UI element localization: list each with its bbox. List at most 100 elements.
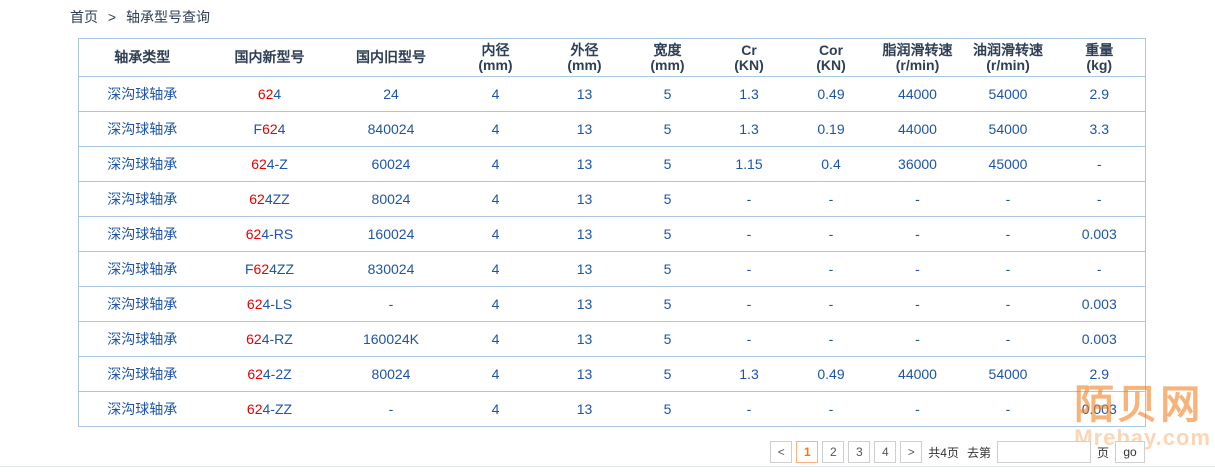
bearing-type-link[interactable]: 深沟球轴承 (107, 366, 178, 382)
bearing-model-cell[interactable]: 624-ZZ (206, 392, 334, 427)
bearing-model-link[interactable]: 624-RZ (246, 331, 293, 347)
bearing-type-cell[interactable]: 深沟球轴承 (79, 77, 206, 112)
breadcrumb-home-link[interactable]: 首页 (70, 9, 98, 25)
bearing-model-link[interactable]: 624-LS (247, 296, 292, 312)
bearing-model-cell[interactable]: 624ZZ (206, 182, 334, 217)
page-button-3[interactable]: 3 (848, 441, 871, 463)
bearing-model-cell[interactable]: 624-RZ (206, 322, 334, 357)
column-header-11: 重量 (kg) (1085, 41, 1114, 73)
cor-cell: 0.49 (817, 366, 845, 382)
column-header-6: 宽度 (mm) (650, 41, 685, 73)
bearing-type-link[interactable]: 深沟球轴承 (107, 401, 178, 417)
outer-mm-cell: 13 (576, 261, 593, 277)
model-search-highlight: 62 (247, 366, 263, 382)
cr-cell: - (746, 331, 752, 347)
page-button-1[interactable]: 1 (796, 441, 819, 463)
bearing-type-cell[interactable]: 深沟球轴承 (79, 182, 206, 217)
bearing-model-cell[interactable]: 624-Z (206, 147, 334, 182)
bearing-type-cell[interactable]: 深沟球轴承 (79, 357, 206, 392)
table-row: 深沟球轴承 624-LS - 4 13 5 - - - - 0.003 (78, 287, 1146, 322)
bearing-type-cell[interactable]: 深沟球轴承 (79, 217, 206, 252)
bearing-type-link[interactable]: 深沟球轴承 (107, 121, 178, 137)
inner-mm-cell: 4 (491, 261, 500, 277)
weight-cell: 0.003 (1081, 296, 1117, 312)
page-button-4[interactable]: 4 (874, 441, 897, 463)
bearing-type-link[interactable]: 深沟球轴承 (107, 331, 178, 347)
outer-mm-cell: 13 (576, 401, 593, 417)
bearing-model-link[interactable]: F624ZZ (245, 261, 294, 277)
cor-cell: - (828, 191, 834, 207)
oil-rpm-cell: - (1005, 226, 1011, 242)
bearing-model-link[interactable]: 624ZZ (249, 191, 289, 207)
old-model-cell: - (388, 296, 394, 312)
old-model-cell: 160024K (362, 331, 420, 347)
model-prefix: F (244, 261, 254, 277)
weight-cell: 0.003 (1081, 401, 1117, 417)
bearing-type-cell[interactable]: 深沟球轴承 (79, 322, 206, 357)
table-row: 深沟球轴承 624ZZ 80024 4 13 5 - - - - - (78, 182, 1146, 217)
prev-page-button[interactable]: < (770, 441, 793, 463)
weight-cell: - (1096, 191, 1102, 207)
bearing-type-link[interactable]: 深沟球轴承 (107, 296, 178, 312)
cor-cell: - (828, 296, 834, 312)
bearing-model-link[interactable]: 624-ZZ (247, 401, 292, 417)
model-search-highlight: 62 (245, 226, 262, 242)
model-suffix: 4-Z (266, 156, 288, 172)
bearing-type-link[interactable]: 深沟球轴承 (107, 226, 178, 242)
bearing-model-link[interactable]: F624 (254, 121, 286, 137)
inner-mm-cell: 4 (491, 121, 500, 137)
grease-rpm-cell: - (915, 331, 920, 347)
table-row: 深沟球轴承 F624ZZ 830024 4 13 5 - - - - - (78, 252, 1146, 287)
cr-cell: - (746, 401, 752, 417)
bearing-type-link[interactable]: 深沟球轴承 (107, 156, 178, 172)
bearing-type-link[interactable]: 深沟球轴承 (107, 261, 178, 277)
model-suffix: 4 (273, 86, 282, 102)
breadcrumb: 首页 > 轴承型号查询 (70, 7, 210, 27)
bearing-model-link[interactable]: 624-Z (251, 156, 288, 172)
outer-mm-cell: 13 (576, 331, 593, 347)
breadcrumb-current: 轴承型号查询 (125, 9, 210, 25)
column-header-10: 油润滑转速 (r/min) (973, 41, 1043, 73)
bearing-model-cell[interactable]: 624-RS (206, 217, 334, 252)
bearing-type-cell[interactable]: 深沟球轴承 (79, 392, 206, 427)
bearing-type-link[interactable]: 深沟球轴承 (107, 86, 178, 102)
next-page-button[interactable]: > (900, 441, 923, 463)
bearing-type-link[interactable]: 深沟球轴承 (107, 191, 178, 207)
outer-mm-cell: 13 (576, 86, 593, 102)
bearing-type-cell[interactable]: 深沟球轴承 (79, 147, 206, 182)
model-search-highlight: 62 (246, 401, 263, 417)
bearing-type-cell[interactable]: 深沟球轴承 (79, 287, 206, 322)
bearing-model-link[interactable]: 624-RS (246, 226, 293, 242)
oil-rpm-cell: 54000 (988, 121, 1028, 137)
width-mm-cell: 5 (663, 226, 672, 242)
bearing-type-cell[interactable]: 深沟球轴承 (79, 112, 206, 147)
bearing-type-cell[interactable]: 深沟球轴承 (79, 252, 206, 287)
cr-cell: 1.3 (739, 366, 759, 382)
model-search-highlight: 62 (246, 331, 262, 347)
bearing-model-link[interactable]: 624-2Z (247, 366, 291, 382)
table-row: 深沟球轴承 624-RS 160024 4 13 5 - - - - 0.003 (78, 217, 1146, 252)
bearing-model-cell[interactable]: 624-2Z (206, 357, 334, 392)
goto-page-input[interactable] (996, 441, 1091, 463)
cr-cell: - (746, 226, 752, 242)
grease-rpm-cell: - (915, 191, 920, 207)
inner-mm-cell: 4 (491, 86, 500, 102)
bearing-model-cell[interactable]: F624 (206, 112, 334, 147)
column-header-2: 国内新型号 (234, 49, 305, 65)
table-row: 深沟球轴承 624 24 4 13 5 1.3 0.49 44000 54000 2.9 (78, 77, 1146, 112)
width-mm-cell: 5 (663, 261, 672, 277)
width-mm-cell: 5 (663, 401, 672, 417)
bearing-model-cell[interactable]: 624 (206, 77, 334, 112)
old-model-cell: 830024 (367, 261, 415, 277)
bearing-model-cell[interactable]: F624ZZ (206, 252, 334, 287)
model-search-highlight: 62 (249, 191, 265, 207)
go-button[interactable]: go (1115, 441, 1145, 463)
bearing-model-link[interactable]: 624 (258, 86, 281, 102)
model-suffix: 4-RZ (261, 331, 293, 347)
model-search-highlight: 62 (262, 121, 278, 137)
page-button-2[interactable]: 2 (822, 441, 845, 463)
model-search-highlight: 62 (251, 156, 267, 172)
bearing-model-cell[interactable]: 624-LS (206, 287, 334, 322)
outer-mm-cell: 13 (576, 191, 593, 207)
